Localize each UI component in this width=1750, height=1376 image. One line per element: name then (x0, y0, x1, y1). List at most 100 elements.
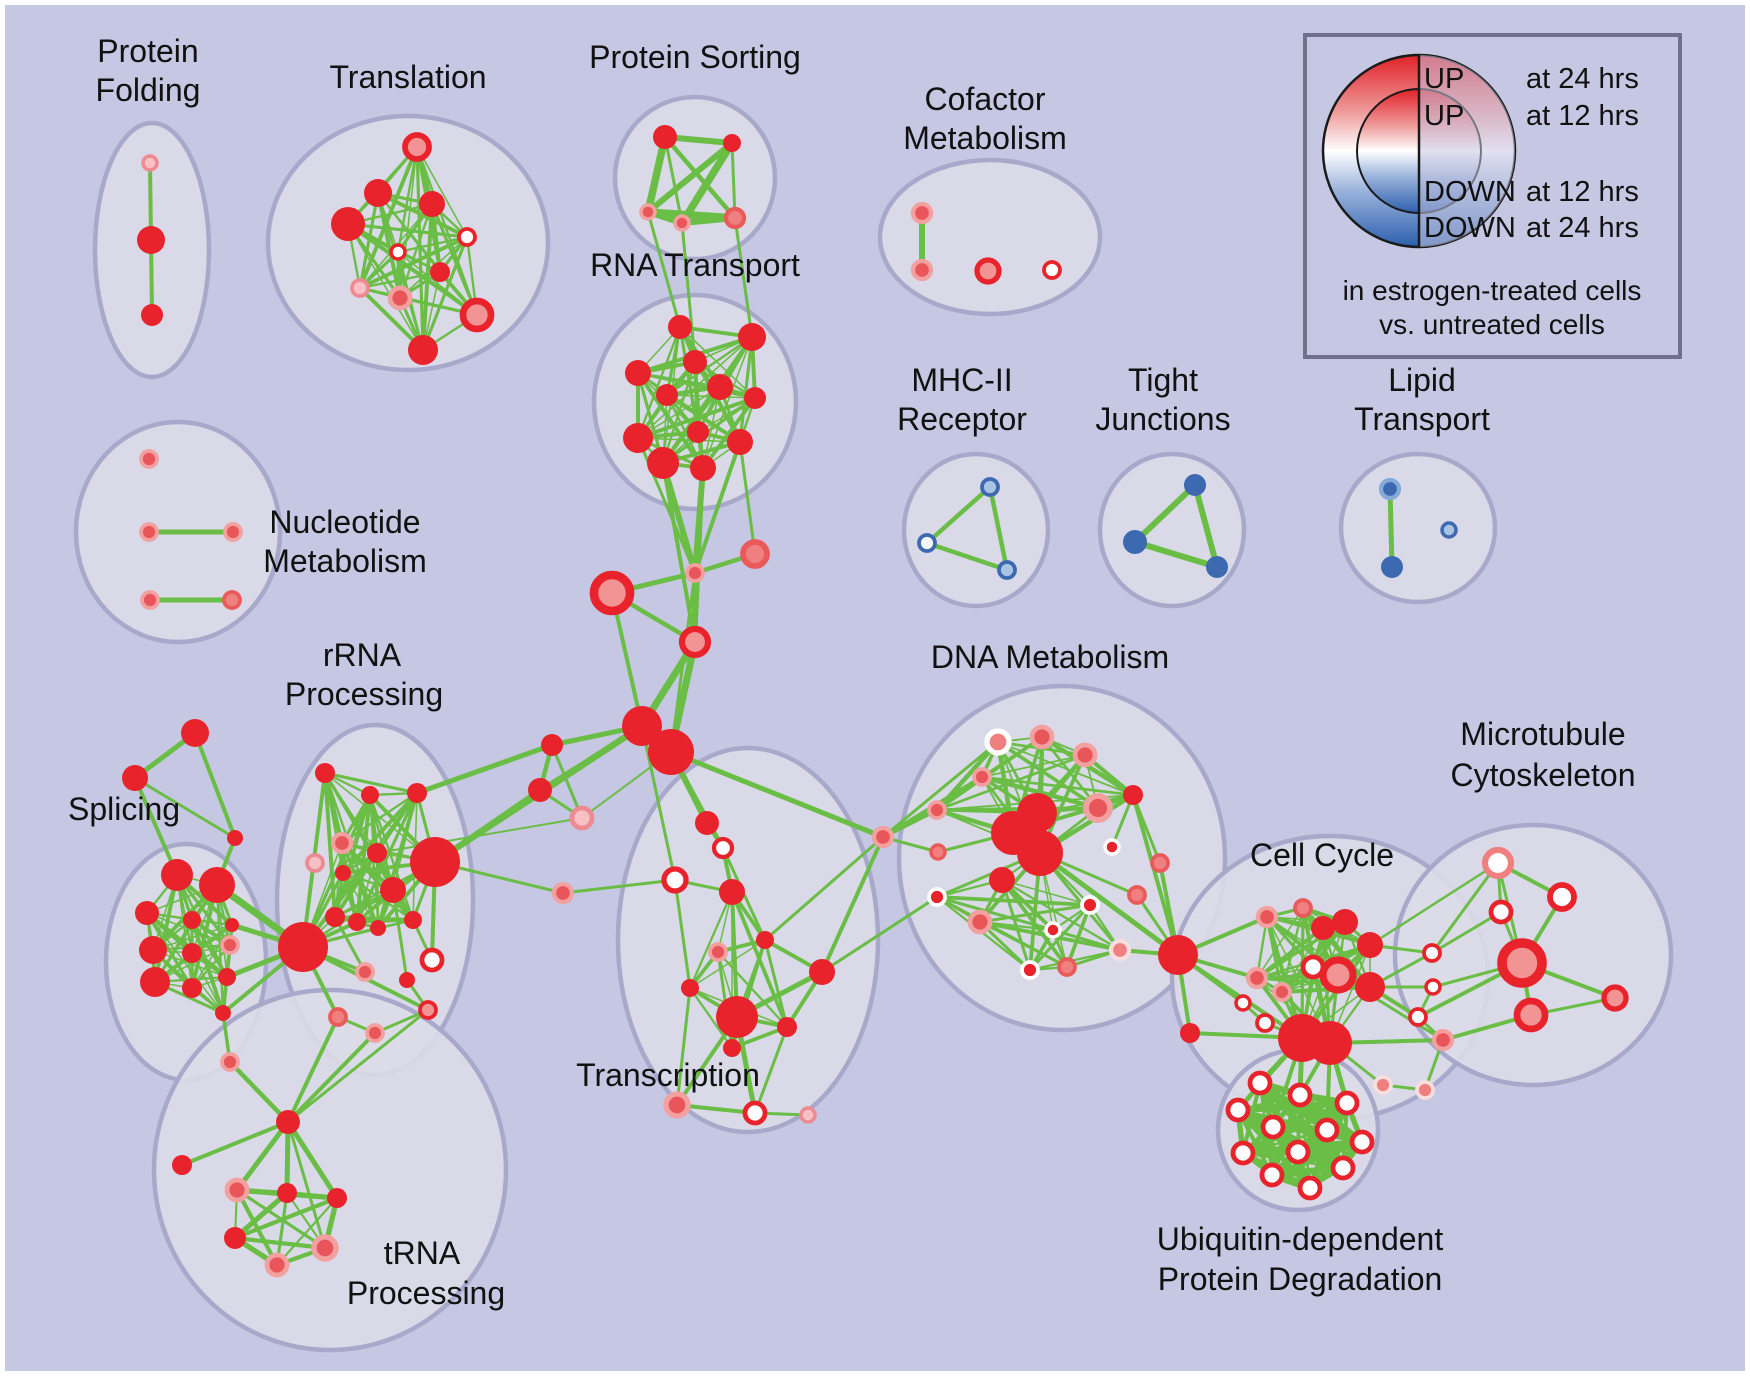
mesh-edge-rr2-rr12 (368, 793, 415, 922)
node-dm2 (1029, 724, 1055, 750)
edge-tnH-tn2 (234, 1119, 291, 1193)
node-tx1 (695, 811, 719, 835)
cluster-trna-processing (151, 987, 509, 1353)
cluster-protein-sorting (612, 94, 778, 262)
node-tx8 (681, 979, 699, 997)
mesh-edge-tx6-tx10 (716, 950, 789, 1029)
node-rr2 (361, 786, 379, 804)
mesh-edge-rt7-rt11 (661, 396, 757, 465)
node-ub10 (1330, 1155, 1356, 1181)
node-cc17 (1431, 1028, 1455, 1052)
edge-rr16-tnH (286, 1008, 430, 1124)
node-ub8 (1230, 1140, 1256, 1166)
mesh-edge-tr4-tr10 (430, 202, 479, 317)
node-tnH (276, 1110, 300, 1134)
node-tj2 (1123, 530, 1147, 554)
label-protein: Protein (97, 33, 198, 69)
node-rt10 (727, 429, 753, 455)
node-mt4 (1497, 938, 1547, 988)
node-ub5 (1260, 1114, 1286, 1140)
mesh-edge-tr5-tr6 (396, 235, 469, 254)
node-mt6 (1601, 984, 1629, 1012)
mesh-edge-sp5-sp10 (191, 924, 233, 989)
node-cc11 (1234, 994, 1252, 1012)
node-sp9 (140, 967, 170, 997)
node-rr1 (315, 763, 335, 783)
node-rt4 (683, 350, 707, 374)
node-mt5 (1513, 997, 1549, 1033)
node-cc7 (1319, 956, 1357, 994)
mesh-edge-rr2-rr10 (355, 793, 372, 924)
node-lc3 (569, 805, 595, 831)
label-translation: Translation (329, 59, 486, 95)
edge-cc5-mt1 (1368, 861, 1500, 947)
legend-up-24-level: UP (1424, 63, 1464, 95)
node-hb2 (648, 729, 694, 775)
mesh-edge-rt7-rt8 (636, 396, 757, 440)
edge-tx8-tx12 (675, 986, 692, 1107)
node-dm21 (1020, 960, 1040, 980)
node-tr5 (457, 227, 477, 247)
node-rr10 (348, 913, 366, 931)
mesh-edge-rt2-rt10 (738, 335, 754, 444)
mesh-edge-tn3-tn5 (232, 1190, 290, 1241)
node-lp2 (1381, 556, 1403, 578)
label-lipid: Lipid (1388, 362, 1456, 398)
mesh-edge-cc2-cc9 (1256, 907, 1304, 979)
mesh-edge-sp3-sp12 (146, 912, 224, 1014)
node-ps1 (653, 125, 677, 149)
node-ub4 (1225, 1097, 1251, 1123)
legend-caption-line1: in estrogen-treated cells (1343, 275, 1642, 306)
mesh-edge-tr5-tr11 (421, 235, 469, 352)
node-tx10 (777, 1017, 797, 1037)
node-sp5 (225, 918, 239, 932)
node-dm11 (989, 867, 1015, 893)
node-cf4 (1042, 260, 1062, 280)
node-hb1 (622, 706, 662, 746)
node-cc10 (1272, 982, 1292, 1002)
node-tr1 (402, 132, 432, 162)
label-metabolism: Metabolism (903, 120, 1067, 156)
node-cc15 (1424, 978, 1442, 996)
label-trna: tRNA (384, 1235, 461, 1271)
node-rt12 (690, 455, 716, 481)
node-mh1 (980, 477, 1000, 497)
node-tn7 (264, 1252, 290, 1278)
node-tr6 (389, 243, 407, 261)
node-sp11 (218, 968, 236, 986)
mesh-edge-tn4-tn5 (232, 1195, 340, 1241)
node-cc0 (1180, 1023, 1200, 1043)
mesh-edge-rr3-rr4 (340, 791, 419, 845)
mesh-edge-dm15-dm18 (935, 895, 1092, 907)
edge-rt11-cn1 (660, 460, 698, 576)
node-cc4 (1332, 909, 1358, 935)
label-rrna: rRNA (323, 637, 402, 673)
node-cc9 (1245, 966, 1269, 990)
mesh-edge-tn5-tn6 (232, 1235, 328, 1251)
edge-cn3-rt10 (738, 440, 757, 556)
legend-caption-line2: vs. untreated cells (1379, 309, 1605, 340)
node-tr11 (408, 335, 438, 365)
edge-dm0-dm1 (881, 740, 1000, 839)
node-dm8 (1083, 793, 1113, 823)
legend-faded-half (1419, 55, 1515, 247)
mesh-edge-dm18-dm21 (1028, 903, 1092, 972)
mesh-edge-rr3-rr11 (376, 791, 419, 930)
node-rr17 (328, 1007, 348, 1027)
node-ps3 (639, 203, 657, 221)
edge-cc14-mt1 (1430, 861, 1500, 955)
node-cc3 (1311, 916, 1335, 940)
node-rr7 (335, 865, 351, 881)
node-cc16 (1408, 1007, 1428, 1027)
node-rr8 (380, 877, 406, 903)
node-dm4 (972, 767, 992, 787)
node-rt6 (707, 374, 733, 400)
label-tight: Tight (1128, 362, 1198, 398)
node-lc2 (528, 778, 552, 802)
label-protein-sorting: Protein Sorting (589, 39, 801, 75)
node-sp6 (139, 936, 167, 964)
label-ubiquitin-dependent: Ubiquitin-dependent (1157, 1221, 1444, 1257)
node-cc18 (1373, 1075, 1393, 1095)
label-transcription: Transcription (576, 1057, 760, 1093)
node-dm10 (1017, 830, 1063, 876)
